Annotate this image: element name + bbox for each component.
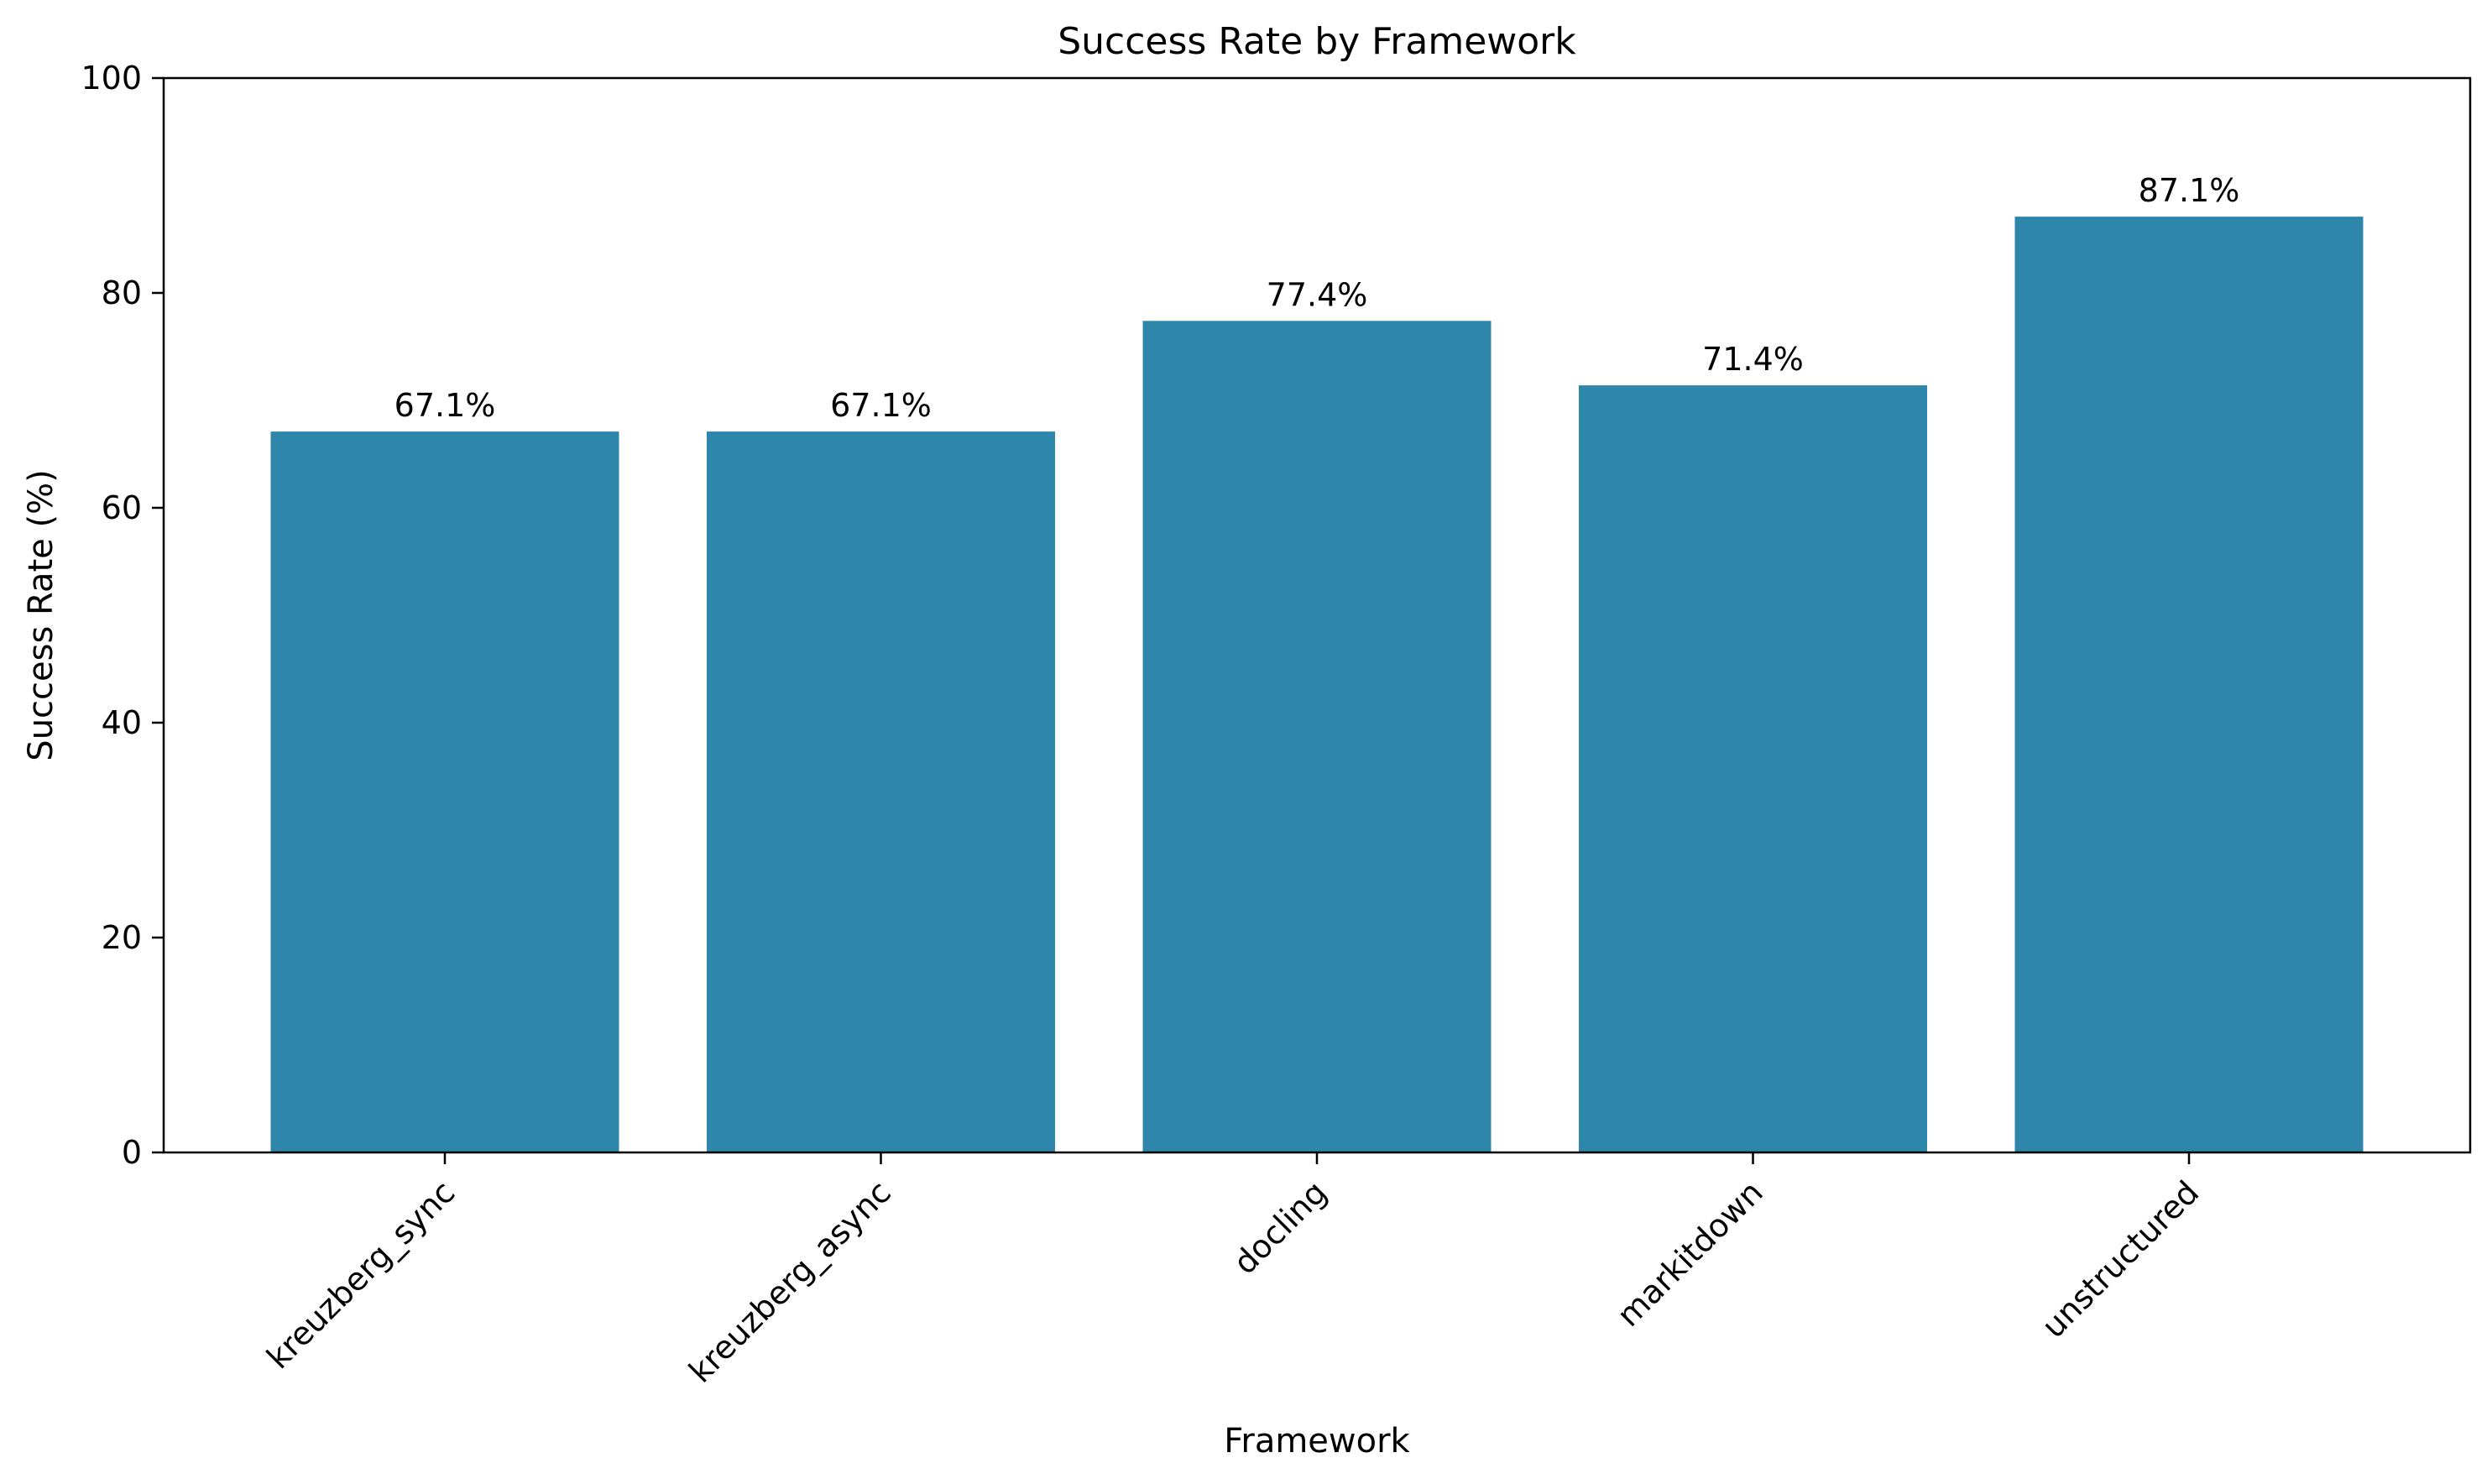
y-axis-ticks: 0 20 40 60 80 100 bbox=[81, 60, 164, 1171]
y-axis-label: Success Rate (%) bbox=[22, 469, 60, 760]
y-tick-label: 20 bbox=[102, 919, 142, 956]
bar-value-label: 87.1% bbox=[2139, 172, 2240, 209]
y-tick-label: 60 bbox=[102, 489, 142, 526]
bars-group bbox=[270, 217, 2364, 1153]
y-tick-label: 40 bbox=[102, 704, 142, 741]
bar-docling bbox=[1142, 321, 1492, 1152]
bar-value-label: 71.4% bbox=[1702, 341, 1804, 378]
x-axis-label: Framework bbox=[1224, 1422, 1410, 1460]
chart-title: Success Rate by Framework bbox=[1058, 20, 1576, 63]
y-tick-label: 80 bbox=[102, 274, 142, 311]
bar-labels-group: 67.1% 67.1% 77.4% 71.4% 87.1% bbox=[394, 172, 2240, 424]
bar-kreuzberg-async bbox=[707, 431, 1055, 1152]
bar-kreuzberg-sync bbox=[270, 431, 619, 1152]
bar-value-label: 67.1% bbox=[394, 387, 496, 424]
bar-value-label: 67.1% bbox=[830, 387, 932, 424]
bar-value-label: 77.4% bbox=[1267, 276, 1368, 313]
bar-unstructured bbox=[2014, 217, 2364, 1152]
y-tick-label: 100 bbox=[81, 60, 142, 97]
bar-markitdown bbox=[1579, 385, 1927, 1153]
y-tick-label: 0 bbox=[122, 1134, 142, 1171]
